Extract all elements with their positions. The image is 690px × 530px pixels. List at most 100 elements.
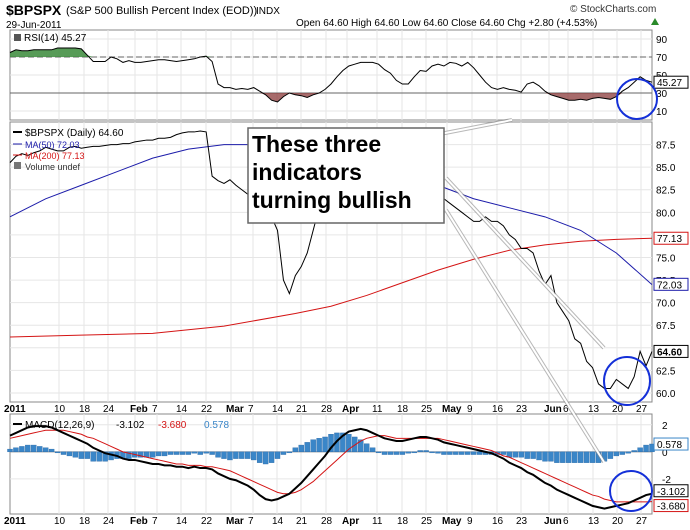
price-legend: $BPSPX (Daily) 64.60 MA(50) 72.03 MA(200… <box>13 128 124 172</box>
index-name: (S&P 500 Bullish Percent Index (EOD)) <box>66 5 257 17</box>
macd-histogram-bar <box>203 451 209 454</box>
x-tick-label: 22 <box>201 516 213 527</box>
macd-histogram-bar <box>126 451 132 459</box>
macd-histogram-bar <box>459 451 465 455</box>
callout-line: These three <box>252 131 381 157</box>
chart-date: 29-Jun-2011 <box>6 20 62 31</box>
macd-histogram-bar <box>625 451 631 454</box>
macd-histogram-bar <box>138 451 144 458</box>
macd-histogram-bar <box>280 451 287 455</box>
macd-histogram-bar <box>221 451 227 459</box>
macd-histogram-bar <box>441 451 447 455</box>
x-tick-label: Feb <box>130 516 148 527</box>
rsi-tick-label: 70 <box>656 53 668 64</box>
x-tick-label: May <box>442 404 462 415</box>
x-tick-label: 24 <box>103 404 115 415</box>
macd-histogram-bar <box>233 451 239 459</box>
x-tick-label: 23 <box>516 516 528 527</box>
rsi-legend-label: RSI(14) 45.27 <box>24 33 87 44</box>
price-last-badge <box>653 277 689 291</box>
macd-histogram-bar <box>518 451 524 458</box>
macd-histogram-bar <box>369 447 376 453</box>
price-plot: 87.585.082.580.077.575.072.570.067.565.0… <box>9 130 689 400</box>
rsi-overbought-fill <box>10 48 652 57</box>
macd-histogram-bar <box>607 451 614 459</box>
x-tick-label: 2011 <box>4 404 26 415</box>
macd-histogram-bar <box>268 451 275 463</box>
macd-histogram-bar <box>292 447 299 453</box>
macd-histogram-bar <box>191 451 197 454</box>
macd-histogram-bar <box>7 448 13 453</box>
macd-histogram-bar <box>31 444 37 453</box>
x-tick-label: Apr <box>342 516 359 527</box>
price-tick-label: 75.0 <box>656 253 676 264</box>
macd-legend-value: -3.102 <box>116 420 145 431</box>
macd-tick-label: -2 <box>662 475 671 486</box>
rsi-last-badge <box>653 75 689 89</box>
macd-histogram-bar <box>572 451 578 463</box>
price-last-badge <box>653 231 689 245</box>
macd-histogram-bar <box>286 451 293 454</box>
x-tick-label: 25 <box>421 516 433 527</box>
macd-histogram-bar <box>179 451 186 455</box>
macd-tick-label: 0 <box>662 448 668 459</box>
macd-histogram-bar <box>209 451 215 455</box>
x-tick-label: Jun <box>544 404 562 415</box>
x-tick-label: 25 <box>421 404 433 415</box>
macd-histogram-bar <box>411 451 417 454</box>
macd-histogram-bar <box>554 451 560 463</box>
macd-histogram-bar <box>316 438 322 453</box>
macd-histogram-bar <box>447 451 453 455</box>
macd-histogram-bar <box>346 434 352 453</box>
macd-histogram-bar <box>358 439 364 453</box>
x-axis-bottom: 2011 10 18 24 Feb 7 14 22 Mar 7 14 21 28 Apr 11 18 25 May… <box>4 516 648 527</box>
macd-histogram-bar <box>476 451 483 455</box>
macd-histogram-bar <box>66 451 73 457</box>
x-tick-label: 18 <box>79 516 91 527</box>
rsi-tick-label: 90 <box>656 35 668 46</box>
macd-histogram-bar <box>548 451 554 462</box>
macd-last-badge <box>653 437 689 451</box>
macd-histogram-bar <box>417 450 423 453</box>
x-tick-label: 7 <box>152 404 158 415</box>
legend-ma50: MA(50) 72.03 <box>25 140 80 150</box>
macd-histogram-bar <box>262 451 269 465</box>
macd-signal-value: -3.680 <box>158 420 187 431</box>
macd-histogram-bar <box>25 444 31 453</box>
rsi-legend: RSI(14) 45.27 <box>14 33 87 44</box>
price-tick-label: 80.0 <box>656 208 676 219</box>
x-tick-label: Jun <box>544 516 562 527</box>
x-tick-label: Mar <box>226 516 244 527</box>
x-tick-label: 18 <box>397 516 409 527</box>
macd-histogram-bar <box>322 436 328 453</box>
macd-histogram-bar <box>560 451 566 463</box>
symbol: $BPSPX <box>6 2 62 18</box>
macd-histogram-bar <box>536 451 542 461</box>
macd-histogram-bar <box>245 451 251 459</box>
macd-histogram-bar <box>429 451 435 454</box>
macd-histogram-bar <box>215 451 221 458</box>
macd-legend: MACD(12,26,9) -3.102 -3.680 0.578 <box>13 420 229 431</box>
x-tick-label: 13 <box>588 516 600 527</box>
x-tick-label: 28 <box>321 516 333 527</box>
macd-histogram-bar <box>102 451 108 462</box>
x-tick-label: 14 <box>272 404 284 415</box>
up-arrow-icon <box>651 18 659 25</box>
x-tick-label: 18 <box>397 404 409 415</box>
macd-histogram-bar <box>13 447 19 453</box>
macd-histogram-bar <box>589 451 596 463</box>
x-tick-label: 27 <box>636 404 648 415</box>
macd-histogram-bar <box>161 451 168 457</box>
macd-histogram-bar <box>155 451 162 457</box>
x-tick-label: 11 <box>372 516 383 527</box>
x-tick-label: Mar <box>226 404 244 415</box>
price-last-label: 77.13 <box>657 234 682 245</box>
macd-histogram-bar <box>72 451 79 458</box>
macd-histogram-bar <box>375 451 382 454</box>
x-tick-label: 23 <box>516 404 528 415</box>
callout-box <box>247 127 445 224</box>
x-tick-label: 28 <box>321 404 333 415</box>
macd-histogram-bar <box>328 434 334 453</box>
ma200-line <box>9 237 653 338</box>
macd-histogram-bar <box>643 444 649 453</box>
